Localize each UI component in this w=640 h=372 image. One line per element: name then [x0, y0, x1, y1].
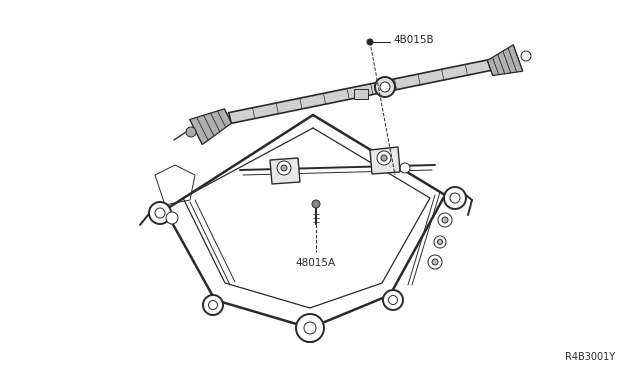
Circle shape — [377, 151, 391, 165]
Circle shape — [277, 161, 291, 175]
Circle shape — [312, 200, 320, 208]
Circle shape — [428, 255, 442, 269]
Text: 48015A: 48015A — [296, 258, 336, 268]
Polygon shape — [229, 60, 491, 124]
Circle shape — [450, 193, 460, 203]
Polygon shape — [370, 147, 400, 174]
Circle shape — [438, 240, 442, 244]
Circle shape — [375, 77, 395, 97]
Text: R4B3001Y: R4B3001Y — [565, 352, 615, 362]
Bar — [354, 89, 368, 99]
Text: 4B015B: 4B015B — [393, 35, 434, 45]
Circle shape — [166, 212, 178, 224]
Circle shape — [381, 155, 387, 161]
Circle shape — [304, 322, 316, 334]
Circle shape — [155, 208, 165, 218]
Circle shape — [383, 290, 403, 310]
Circle shape — [521, 51, 531, 61]
Circle shape — [388, 295, 397, 305]
Circle shape — [186, 127, 196, 137]
Polygon shape — [487, 45, 523, 76]
Circle shape — [432, 259, 438, 265]
Polygon shape — [270, 158, 300, 184]
Circle shape — [285, 167, 295, 177]
Circle shape — [298, 318, 322, 342]
Circle shape — [438, 213, 452, 227]
Circle shape — [281, 165, 287, 171]
Circle shape — [444, 187, 466, 209]
Circle shape — [442, 217, 448, 223]
Circle shape — [209, 301, 218, 310]
Circle shape — [296, 314, 324, 342]
Circle shape — [203, 295, 223, 315]
Polygon shape — [189, 109, 232, 144]
Circle shape — [434, 236, 446, 248]
Circle shape — [304, 324, 316, 336]
Circle shape — [380, 82, 390, 92]
Circle shape — [367, 39, 373, 45]
Circle shape — [400, 163, 410, 173]
Circle shape — [149, 202, 171, 224]
